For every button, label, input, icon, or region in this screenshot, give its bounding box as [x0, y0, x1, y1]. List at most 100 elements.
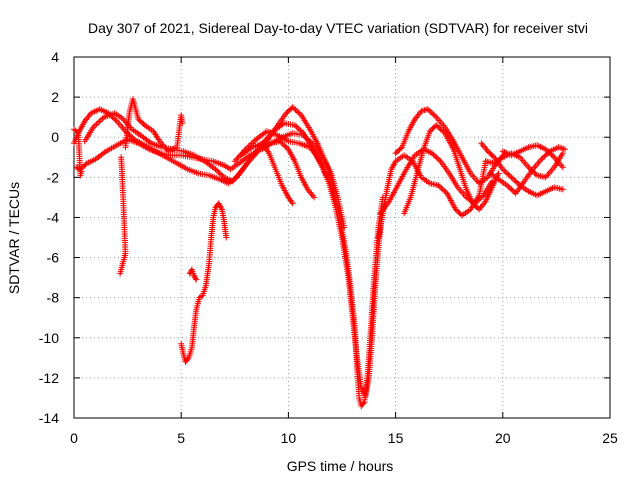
- data-point: [442, 189, 449, 196]
- data-points: [71, 96, 568, 409]
- x-axis-label: GPS time / hours: [287, 458, 394, 474]
- series-track-5: [122, 96, 186, 155]
- data-point: [525, 164, 532, 171]
- data-point: [332, 200, 339, 207]
- data-point: [501, 167, 508, 174]
- data-point: [435, 182, 442, 189]
- data-point: [293, 108, 300, 115]
- data-point: [514, 179, 521, 186]
- plot-frame: [73, 56, 611, 419]
- series-track-8: [231, 128, 339, 207]
- data-point: [111, 115, 118, 122]
- data-point: [82, 161, 89, 168]
- data-point: [296, 110, 303, 117]
- data-point: [117, 270, 124, 277]
- data-point: [291, 122, 298, 129]
- data-point: [508, 186, 515, 193]
- data-point: [505, 183, 512, 190]
- data-point: [538, 156, 545, 163]
- data-point: [436, 124, 443, 131]
- data-point: [294, 124, 301, 131]
- data-point: [93, 121, 100, 128]
- data-point: [504, 182, 511, 189]
- data-point: [96, 118, 103, 125]
- x-tick-label: 20: [495, 430, 511, 446]
- data-point: [223, 234, 230, 241]
- y-tick-label: -12: [39, 370, 59, 386]
- data-point: [282, 143, 289, 150]
- series-track-2: [71, 104, 386, 409]
- data-point: [212, 166, 219, 173]
- data-point: [539, 154, 546, 161]
- y-tick-label: -8: [47, 290, 60, 306]
- data-point: [191, 272, 198, 279]
- data-point: [439, 127, 446, 134]
- data-point: [293, 123, 300, 130]
- data-point: [559, 186, 566, 193]
- data-point: [192, 275, 199, 282]
- data-point: [542, 146, 549, 153]
- x-tick-label: 15: [388, 430, 404, 446]
- data-point: [219, 172, 226, 179]
- data-point: [311, 194, 318, 201]
- data-point: [279, 140, 286, 147]
- data-point: [97, 117, 104, 124]
- data-point: [439, 186, 446, 193]
- y-tick-label: -6: [47, 250, 60, 266]
- data-point: [509, 187, 516, 194]
- x-tick-label: 5: [177, 430, 185, 446]
- data-point: [437, 126, 444, 133]
- data-point: [218, 171, 225, 178]
- data-point: [289, 200, 296, 207]
- data-point: [429, 110, 436, 117]
- data-point: [191, 273, 198, 280]
- data-point: [440, 128, 447, 135]
- data-point: [506, 172, 513, 179]
- data-point: [441, 187, 448, 194]
- y-tick-label: -2: [47, 169, 60, 185]
- data-point: [291, 105, 298, 112]
- data-point: [549, 152, 556, 159]
- data-point: [506, 185, 513, 192]
- data-point: [532, 170, 539, 177]
- series-track-9: [238, 140, 296, 207]
- data-point: [292, 106, 299, 113]
- data-point: [216, 170, 223, 177]
- series-track-6: [178, 200, 230, 365]
- data-point: [397, 145, 404, 152]
- data-point: [112, 116, 119, 123]
- data-point: [511, 177, 518, 184]
- data-point: [179, 120, 186, 127]
- data-point: [295, 109, 302, 116]
- data-point: [424, 106, 431, 113]
- data-point: [289, 104, 296, 111]
- y-axis-tick-labels: -14 -12 -10 -8 -6 -4 -2 0 2 4: [39, 49, 59, 426]
- data-point: [495, 170, 502, 177]
- y-tick-label: 4: [51, 49, 59, 65]
- x-axis-tick-labels: 0 5 10 15 20 25: [70, 430, 618, 446]
- data-point: [544, 150, 551, 157]
- data-point: [508, 174, 515, 181]
- data-point: [505, 171, 512, 178]
- data-point: [78, 168, 85, 175]
- data-point: [129, 134, 136, 141]
- data-point: [94, 119, 101, 126]
- data-point: [438, 185, 445, 192]
- data-point: [504, 170, 511, 177]
- x-tick-label: 25: [602, 430, 618, 446]
- data-point: [298, 128, 305, 135]
- series-track-14: [375, 152, 489, 241]
- series-track-10: [259, 138, 318, 201]
- data-point: [360, 400, 367, 407]
- data-point: [430, 111, 437, 118]
- data-point: [545, 149, 552, 156]
- data-point: [561, 146, 568, 153]
- data-point: [426, 107, 433, 114]
- data-point: [499, 166, 506, 173]
- data-point: [215, 168, 222, 175]
- data-point: [73, 128, 80, 135]
- data-point: [213, 167, 220, 174]
- y-tick-label: -10: [39, 330, 59, 346]
- data-point: [436, 156, 443, 163]
- data-point: [71, 126, 77, 133]
